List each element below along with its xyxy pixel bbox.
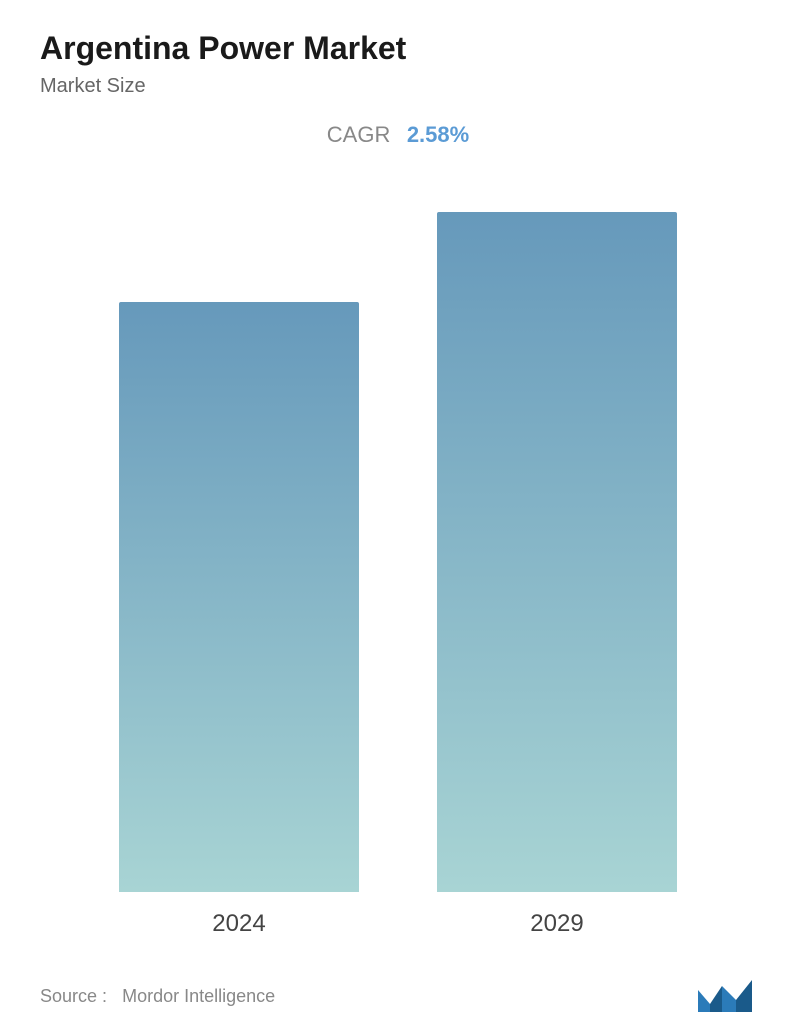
bar-1	[437, 212, 677, 892]
cagr-value: 2.58%	[407, 122, 469, 147]
page-subtitle: Market Size	[40, 75, 756, 98]
cagr-label: CAGR	[327, 122, 391, 147]
page-title: Argentina Power Market	[40, 30, 756, 67]
bar-label-0: 2024	[212, 910, 265, 938]
bar-group-1: 2029	[437, 178, 677, 938]
bar-chart: 2024 2029	[40, 178, 756, 948]
source-text: Source : Mordor Intelligence	[40, 986, 275, 1007]
bar-group-0: 2024	[119, 178, 359, 938]
cagr-row: CAGR 2.58%	[40, 122, 756, 148]
source-name: Mordor Intelligence	[122, 986, 275, 1006]
bar-label-1: 2029	[530, 910, 583, 938]
footer: Source : Mordor Intelligence	[40, 958, 756, 1014]
chart-container: Argentina Power Market Market Size CAGR …	[0, 0, 796, 1034]
mordor-logo-icon	[696, 978, 756, 1014]
bar-0	[119, 302, 359, 892]
source-label: Source :	[40, 986, 107, 1006]
